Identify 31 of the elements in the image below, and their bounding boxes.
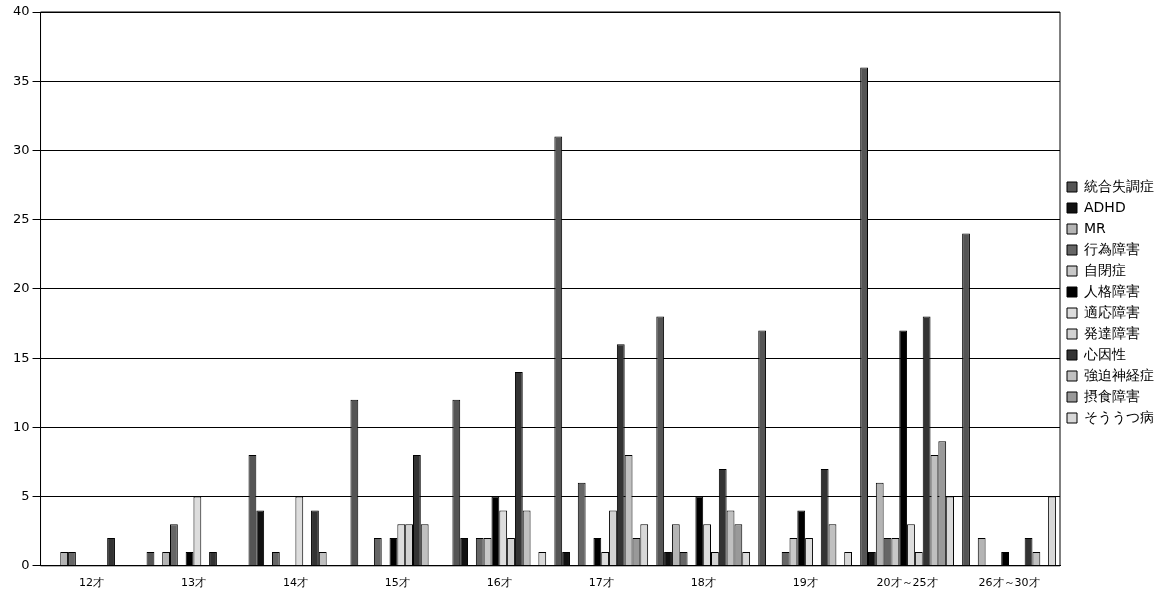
- y-tick-label: 15: [13, 349, 30, 365]
- legend-label: 強迫神経症: [1084, 366, 1154, 383]
- y-tick-label: 30: [13, 141, 30, 157]
- legend-label: 行為障害: [1084, 240, 1140, 257]
- y-tick-label: 40: [13, 3, 30, 19]
- legend-label: 適応障害: [1084, 303, 1140, 320]
- x-tick-label: 14才: [282, 576, 308, 590]
- x-tick-label: 16才: [486, 576, 512, 590]
- legend-label: 人格障害: [1084, 282, 1140, 299]
- x-tick-label: 15才: [384, 576, 410, 590]
- legend-label: MR: [1084, 219, 1107, 236]
- x-tick-label: 13才: [180, 576, 206, 590]
- legend-label: 心因性: [1083, 345, 1126, 362]
- y-tick-label: 20: [13, 280, 30, 296]
- x-tick-label: 20才～25才: [876, 576, 938, 590]
- y-tick-label: 5: [21, 487, 30, 503]
- y-tick-label: 35: [13, 72, 30, 88]
- x-tick-label: 12才: [79, 576, 105, 590]
- legend-label: 発達障害: [1084, 324, 1140, 341]
- x-tick-label: 26才～30才: [978, 576, 1040, 590]
- legend-label: ADHD: [1084, 198, 1126, 215]
- legend-label: 統合失調症: [1084, 177, 1154, 194]
- x-tick-label: 19才: [792, 576, 818, 590]
- x-tick-label: 18才: [690, 576, 716, 590]
- legend-label: 摂食障害: [1084, 387, 1140, 404]
- legend-label: そううつ病: [1084, 408, 1154, 425]
- y-tick-label: 10: [13, 418, 30, 434]
- y-tick-label: 0: [21, 557, 30, 573]
- x-tick-label: 17才: [588, 576, 614, 590]
- y-tick-label: 25: [13, 211, 30, 227]
- legend-label: 自閉症: [1084, 261, 1126, 278]
